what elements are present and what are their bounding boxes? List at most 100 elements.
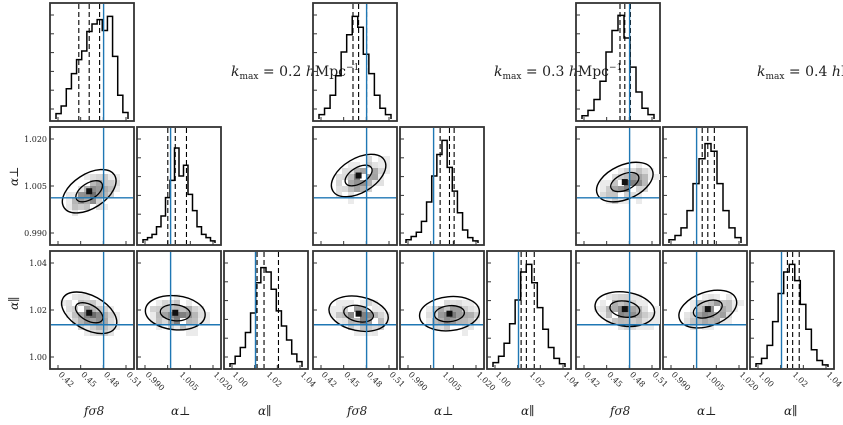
scatter-fs8-apar-density [328,295,390,336]
x-tick-label-apar: 1.02 [265,370,284,389]
y-axis-label-apar: α∥ [7,296,21,310]
hist-aperp-frame [399,126,485,246]
hist-fs8-frame [575,2,661,122]
scatter-aperp-apar-contour-outer [418,295,481,332]
y-tick-label-aperp: 1.020 [24,135,47,144]
scatter-fs8-apar-density [594,290,660,330]
hist-fs8-frame [49,2,135,122]
x-tick-label-aperp: 0.990 [670,370,693,393]
x-tick-label-fs8: 0.51 [125,370,144,389]
scatter-fs8-aperp-contour-outer [61,168,117,214]
kmax-title: kmax = 0.2 hMpc−1 [231,63,359,82]
x-tick-label-fs8: 0.45 [79,370,98,389]
x-tick-label-fs8: 0.45 [342,370,361,389]
scatter-aperp-apar-contour-inner [159,304,191,322]
scatter-fs8-apar-contour-inner [343,304,375,323]
hist-fs8-frame [312,2,398,122]
y-tick-label-apar: 1.02 [29,306,47,315]
x-tick-label-aperp: 1.020 [212,370,235,393]
scatter-aperp-apar-density [144,294,210,336]
kmax-title: kmax = 0.3 hMpc−1 [494,63,622,82]
scatter-fs8-apar-contour-inner [74,302,104,324]
scatter-aperp-apar-density [678,289,744,330]
scatter-fs8-aperp-contour-inner [610,171,640,193]
scatter-fs8-aperp-peak [621,179,628,186]
x-tick-label-fs8: 0.42 [57,370,76,389]
scatter-fs8-aperp-contour-inner [344,164,373,187]
scatter-fs8-apar-peak [621,306,628,313]
x-axis-label-apar: α∥ [521,404,535,418]
hist-apar-frame [749,250,835,370]
hist-aperp-frame [662,126,748,246]
x-tick-label-fs8: 0.48 [628,370,647,389]
x-axis-label-apar: α∥ [784,404,798,418]
scatter-aperp-apar-density [418,295,481,336]
hist-fs8-step [581,14,655,119]
scatter-fs8-apar-contour-outer [328,295,389,333]
x-axis-label-aperp: α⊥ [171,404,190,418]
x-tick-label-fs8: 0.48 [102,370,121,389]
x-tick-label-fs8: 0.42 [583,370,602,389]
y-axis-label-aperp: α⊥ [7,167,21,186]
scatter-aperp-apar-contour-inner [692,299,723,319]
hist-aperp-step [142,147,216,243]
hist-fs8-step [318,15,392,119]
scatter-fs8-aperp-contour-outer [330,153,387,198]
x-axis-label-fs8: fσ8 [346,404,368,418]
x-axis-label-aperp: α⊥ [434,404,453,418]
scatter-aperp-apar-contour-outer [144,294,206,331]
x-tick-label-fs8: 0.51 [651,370,670,389]
hist-apar-step [755,263,829,367]
x-tick-label-aperp: 1.020 [738,370,761,393]
hist-apar-frame [223,250,309,370]
scatter-fs8-apar-contour-outer [60,291,118,335]
x-tick-label-aperp: 0.990 [144,370,167,393]
x-axis-label-fs8: fσ8 [83,404,105,418]
scatter-fs8-aperp-density [595,161,660,204]
x-tick-label-fs8: 0.51 [388,370,407,389]
x-axis-label-aperp: α⊥ [697,404,716,418]
hist-aperp-frame [136,126,222,246]
scatter-aperp-apar-peak [172,309,179,316]
scatter-aperp-apar-peak [704,306,711,313]
scatter-fs8-apar-density [60,291,120,336]
y-tick-label-aperp: 1.005 [24,182,47,191]
scatter-fs8-aperp-density [330,153,390,204]
hist-aperp-step [405,139,479,243]
x-tick-label-aperp: 1.020 [475,370,498,393]
x-tick-label-fs8: 0.42 [320,370,339,389]
hist-apar-step [492,263,566,367]
scatter-fs8-aperp-density [61,168,120,216]
hist-apar-frame [486,250,572,370]
x-tick-label-aperp: 1.005 [178,370,201,393]
x-tick-label-apar: 1.02 [528,370,547,389]
scatter-fs8-apar-peak [86,309,93,316]
scatter-aperp-apar-peak [446,310,453,317]
x-axis-label-apar: α∥ [258,404,272,418]
x-axis-label-fs8: fσ8 [609,404,631,418]
x-tick-label-apar: 1.02 [791,370,810,389]
y-tick-label-apar: 1.00 [29,353,47,362]
hist-apar-step [229,266,303,367]
x-tick-label-apar: 1.04 [299,370,318,389]
x-tick-label-apar: 1.04 [562,370,581,389]
scatter-fs8-apar-peak [355,310,362,317]
x-tick-label-aperp: 1.005 [441,370,464,393]
scatter-fs8-aperp-peak [355,172,362,179]
y-tick-label-aperp: 0.990 [24,229,47,238]
y-axis-labels: 1.020 1.005 0.990 1.04 1.02 1.00 α⊥ α∥ [7,135,47,362]
scatter-aperp-apar-contour-inner [433,304,466,323]
scatter-fs8-apar-contour-inner [609,300,641,318]
scatter-fs8-aperp-peak [86,188,93,195]
y-tick-label-apar: 1.04 [29,259,47,268]
x-tick-label-apar: 1.04 [825,370,843,389]
kmax-title: kmax = 0.4 hMpc−1 [757,63,843,82]
scatter-fs8-apar-contour-outer [594,290,656,328]
x-tick-label-fs8: 0.45 [605,370,624,389]
x-tick-label-aperp: 1.005 [704,370,727,393]
x-tick-label-aperp: 0.990 [407,370,430,393]
x-tick-label-fs8: 0.48 [365,370,384,389]
hist-aperp-step [668,142,742,243]
